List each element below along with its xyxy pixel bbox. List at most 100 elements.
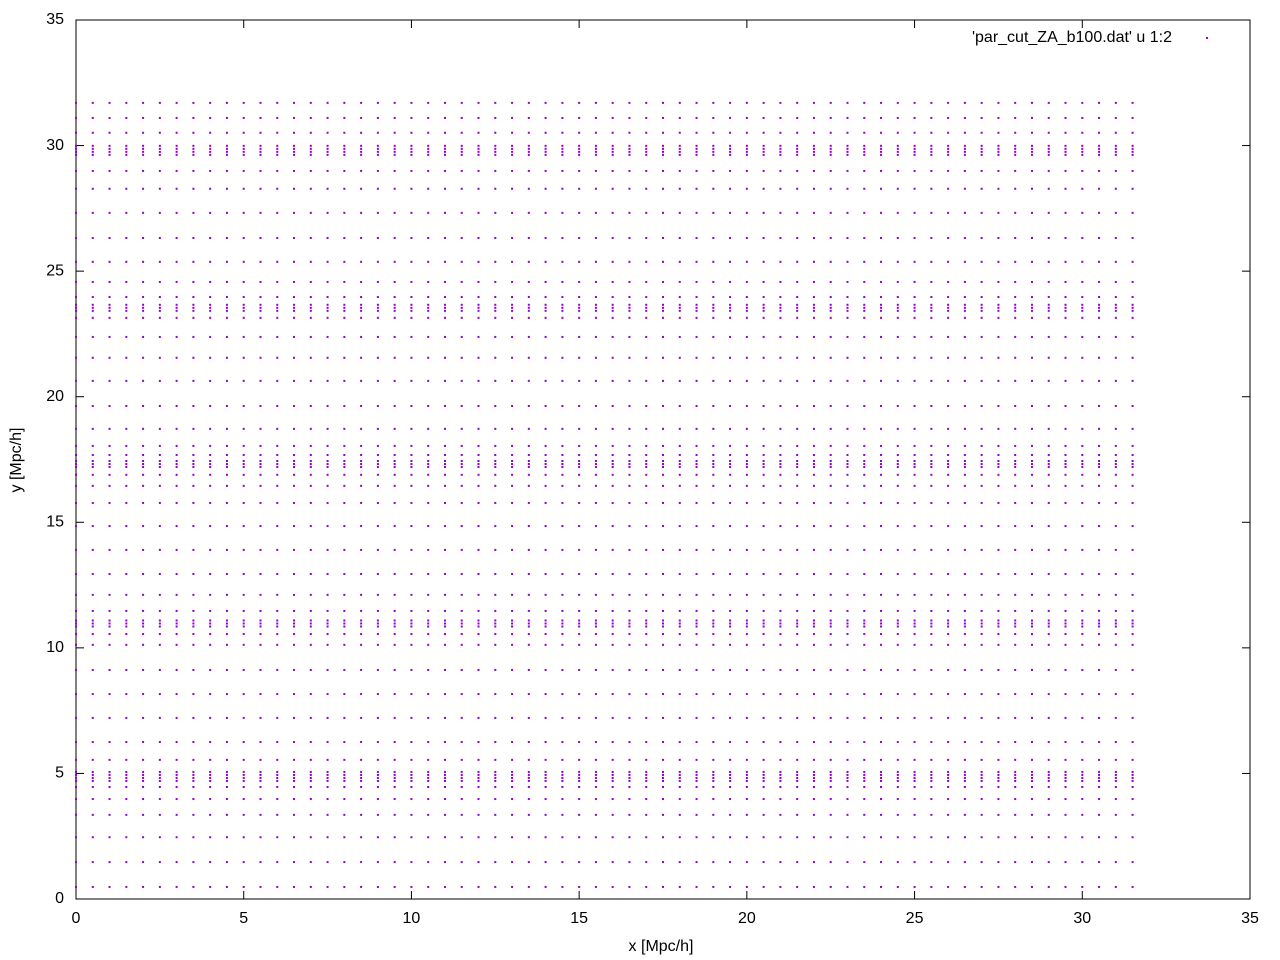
point [578,716,581,719]
point [511,484,514,487]
point [276,460,279,463]
point [309,150,312,153]
point [376,770,379,773]
point [880,303,883,306]
point [309,463,312,466]
point [242,153,245,156]
point [276,463,279,466]
point [259,236,262,239]
point [628,758,631,761]
point [762,668,765,671]
point [1081,296,1084,299]
point [376,144,379,147]
point [293,758,296,761]
point [678,453,681,456]
point [511,260,514,263]
point [1081,153,1084,156]
point [443,525,446,528]
point [1030,379,1033,382]
point [678,405,681,408]
point [762,356,765,359]
point [125,643,128,646]
point [745,501,748,504]
point [209,356,212,359]
point [1114,306,1117,309]
point [293,484,296,487]
point [896,335,899,338]
point [1131,836,1134,839]
point [108,776,111,779]
point [645,131,648,134]
point [980,116,983,119]
point [662,473,664,476]
point [1014,296,1017,299]
point [142,147,145,150]
point [1114,187,1117,190]
point [477,280,480,283]
point [343,741,346,744]
point [1098,779,1101,782]
point [829,861,832,864]
point [527,444,530,447]
point [695,463,698,466]
point [846,693,849,696]
point [242,236,245,239]
point [779,633,782,636]
point [494,150,497,153]
point [225,296,228,299]
point [678,309,681,312]
point [963,633,966,636]
point [158,131,161,134]
point [108,836,111,839]
point [947,525,950,528]
point [980,280,983,283]
point [645,548,648,551]
point [1014,144,1017,147]
point [745,741,748,744]
point [812,303,815,306]
point [1064,211,1067,214]
point [947,236,950,239]
point [611,303,614,306]
point [360,785,363,788]
point [427,356,430,359]
point [1081,236,1084,239]
point [1114,379,1117,382]
point [309,356,312,359]
point [729,622,732,625]
point [209,453,212,456]
point [544,622,547,625]
point [594,643,597,646]
point [343,335,346,338]
point [91,150,94,153]
point [762,303,765,306]
point [662,150,664,153]
point [1114,335,1117,338]
point [477,460,480,463]
point [393,466,396,469]
point [125,622,128,625]
point [75,116,77,119]
point [410,885,413,888]
point [947,453,950,456]
point [460,356,463,359]
point [1114,484,1117,487]
point [678,798,681,801]
point [142,593,145,596]
point [108,525,111,528]
point [796,758,799,761]
point [980,525,983,528]
point [846,306,849,309]
point [645,296,648,299]
point [594,296,597,299]
point [511,309,514,312]
point [209,144,212,147]
point [863,236,866,239]
point [108,306,111,309]
point [75,306,77,309]
point [360,236,363,239]
point [494,444,497,447]
point [913,131,916,134]
point [91,460,94,463]
point [477,131,480,134]
